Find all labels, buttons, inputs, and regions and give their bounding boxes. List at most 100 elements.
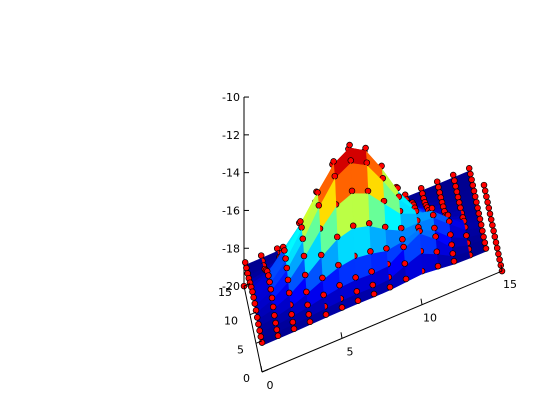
scatter-point xyxy=(493,244,501,252)
scatter-point xyxy=(317,251,325,259)
x-tick-label: 15 xyxy=(503,278,517,291)
scatter-point xyxy=(480,233,487,241)
scatter-point xyxy=(336,282,343,289)
y-tick-label: 10 xyxy=(224,315,238,328)
scatter-point xyxy=(481,239,489,246)
scatter-point xyxy=(368,268,375,275)
scatter-point xyxy=(268,294,276,302)
scatter-point xyxy=(479,227,486,235)
scatter-point xyxy=(306,318,314,326)
scatter-point xyxy=(454,193,462,201)
scatter-point xyxy=(315,202,323,209)
scatter-point xyxy=(428,204,436,212)
scatter-point xyxy=(451,177,458,184)
scatter-point xyxy=(354,297,362,304)
scatter-point xyxy=(492,239,500,246)
scatter-point xyxy=(304,301,311,309)
z-tick-label: -12 xyxy=(222,129,240,142)
scatter-point xyxy=(273,326,281,333)
scatter-point xyxy=(453,188,461,196)
x-tick-mark xyxy=(420,298,423,305)
scatter-point xyxy=(352,274,359,281)
y-tick-mark xyxy=(255,340,263,344)
scatter-point xyxy=(288,311,295,318)
scatter-point xyxy=(305,311,313,318)
x-axis-line xyxy=(261,270,503,373)
scatter-point xyxy=(452,183,459,190)
scatter-point xyxy=(386,283,394,291)
scatter-point xyxy=(347,157,355,164)
scatter-point xyxy=(265,272,272,279)
scatter-point xyxy=(274,332,282,340)
y-tick-label: 5 xyxy=(237,343,244,356)
scatter-point xyxy=(300,252,308,260)
scatter-point xyxy=(401,260,409,267)
scatter-point xyxy=(476,215,484,223)
scatter-point xyxy=(455,199,463,206)
scatter-point xyxy=(490,227,497,235)
scatter-point xyxy=(471,193,479,200)
scatter-point xyxy=(353,288,361,295)
scatter-point xyxy=(348,187,356,195)
z-tick-label: -18 xyxy=(222,242,240,255)
scatter-point xyxy=(485,204,493,212)
scatter-point xyxy=(429,211,437,219)
scatter-point xyxy=(333,233,341,241)
scatter-point xyxy=(369,281,377,289)
y-tick-label: 15 xyxy=(218,286,232,299)
scatter-point xyxy=(251,300,259,307)
scatter-point xyxy=(301,271,309,279)
scatter-point xyxy=(297,218,304,225)
scatter-point xyxy=(449,171,457,179)
scatter-point xyxy=(489,221,496,229)
scatter-point xyxy=(271,312,278,319)
scatter-point xyxy=(482,245,490,252)
scatter-point xyxy=(281,247,288,254)
scatter-point xyxy=(400,243,407,251)
z-tick-label: -20 xyxy=(222,280,240,293)
x-tick-label: 0 xyxy=(267,379,274,392)
scatter-point xyxy=(257,333,265,340)
scatter-point xyxy=(250,294,257,301)
scatter-point xyxy=(249,288,256,296)
scatter-point xyxy=(257,252,265,259)
scatter-point xyxy=(284,276,292,284)
scatter-point xyxy=(256,327,263,334)
scatter-point xyxy=(463,232,470,239)
z-tick-label: -16 xyxy=(222,204,240,217)
scatter-point xyxy=(434,262,442,270)
scatter-point xyxy=(335,261,342,269)
axes-back: -20 -18 -16 -14 -12 -10 xyxy=(222,91,249,293)
scatter-point xyxy=(299,235,307,243)
x-tick-label: 5 xyxy=(347,345,354,358)
scatter-point xyxy=(272,319,279,327)
scatter-point xyxy=(269,303,277,311)
scatter-point xyxy=(399,236,406,243)
scatter-point xyxy=(495,250,502,258)
scatter-point xyxy=(433,248,441,256)
y-tick-label: 0 xyxy=(243,372,250,385)
scatter-point xyxy=(470,187,478,195)
x-tick-mark xyxy=(340,332,343,339)
z-tick-label: -10 xyxy=(222,91,240,104)
scatter-point xyxy=(467,170,474,178)
scatter-point xyxy=(397,224,405,232)
scatter-point xyxy=(370,290,378,298)
scatter-point xyxy=(487,216,495,223)
scatter-point xyxy=(431,224,438,232)
scatter-point xyxy=(450,258,458,265)
scatter-point xyxy=(473,198,480,206)
scatter-point xyxy=(285,289,293,297)
surface-layer xyxy=(240,141,506,346)
scatter-point xyxy=(267,286,275,293)
scatter-point xyxy=(282,255,289,262)
scatter-point xyxy=(320,291,327,299)
scatter-point xyxy=(491,233,499,240)
scatter-point xyxy=(349,222,357,230)
scatter-point xyxy=(417,185,425,192)
y-tick-mark xyxy=(243,283,251,287)
scatter-point xyxy=(290,325,298,333)
scatter-point xyxy=(322,311,330,318)
y-axis-line xyxy=(243,285,263,373)
x-tick-mark xyxy=(500,264,503,272)
